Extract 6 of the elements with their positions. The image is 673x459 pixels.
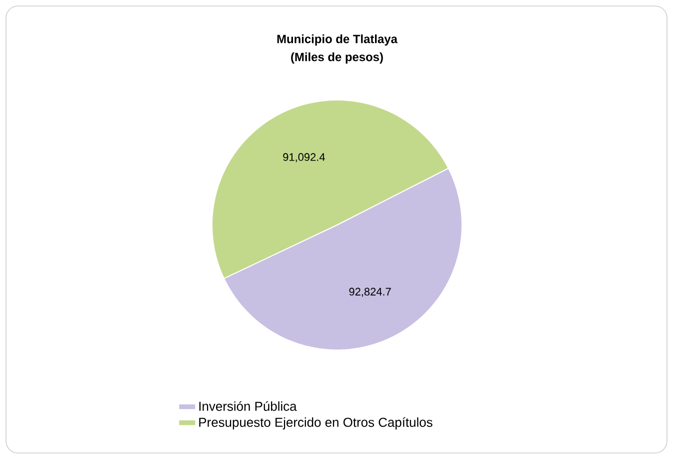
data-label: 92,824.7 (349, 288, 391, 297)
chart-title: Municipio de Tlatlaya (277, 34, 398, 46)
legend-label: Inversión Pública (199, 401, 297, 411)
legend-label: Presupuesto Ejercido en Otros Capítulos (199, 417, 432, 430)
chart-subtitle: (Miles de pesos) (291, 52, 383, 64)
data-label: 91,092.4 (283, 153, 325, 162)
